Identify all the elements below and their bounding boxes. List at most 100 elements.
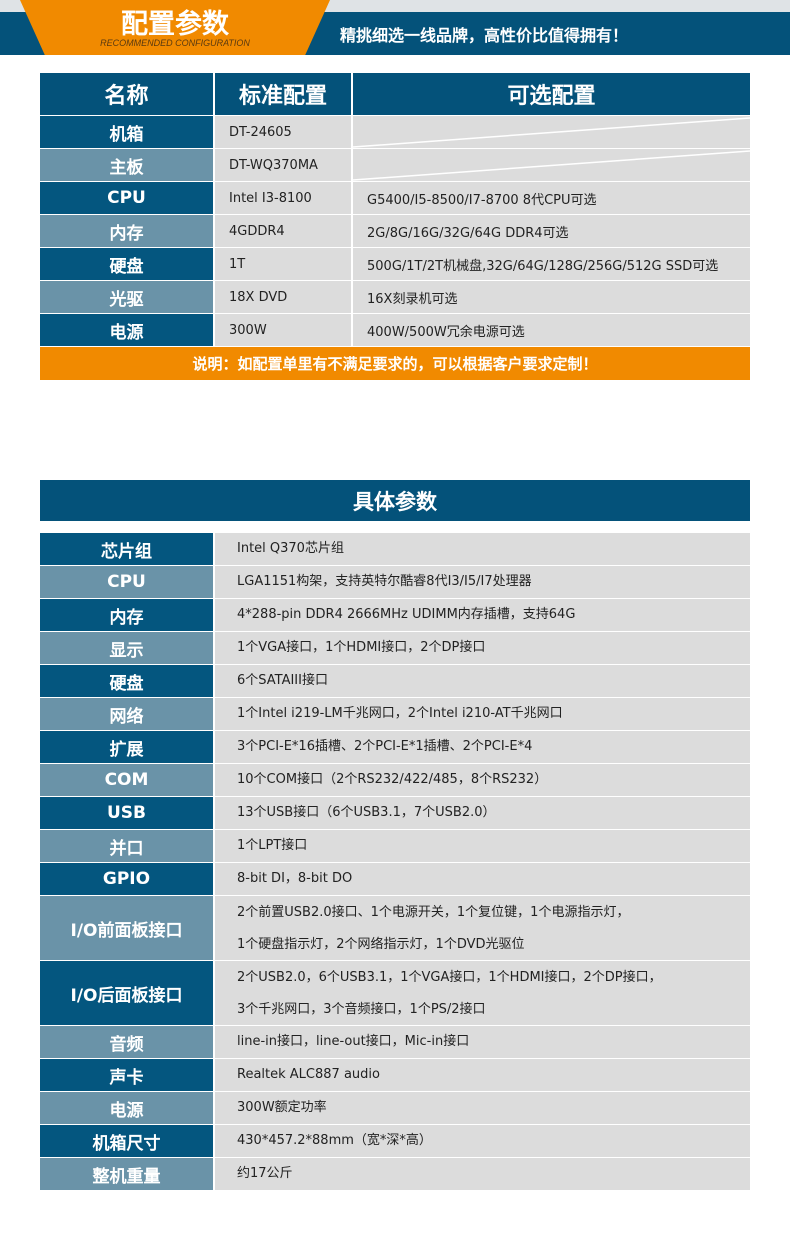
- spec-row-value: 4*288-pin DDR4 2666MHz UDIMM内存插槽，支持64G: [215, 599, 750, 631]
- spec-row-value: 430*457.2*88mm（宽*深*高）: [215, 1125, 750, 1157]
- header-standard: 标准配置: [215, 73, 353, 115]
- config-row-standard: 1T: [215, 248, 353, 280]
- config-row-optional: 400W/500W冗余电源可选: [353, 314, 750, 346]
- spec-row-value: 8-bit DI，8-bit DO: [215, 863, 750, 895]
- spec-line: 4*288-pin DDR4 2666MHz UDIMM内存插槽，支持64G: [237, 607, 576, 622]
- spec-row: 电源 300W额定功率: [40, 1092, 750, 1125]
- spec-line: line-in接口，line-out接口，Mic-in接口: [237, 1034, 470, 1049]
- spec-row-name: CPU: [40, 566, 215, 598]
- spec-row-name: 电源: [40, 1092, 215, 1124]
- config-row-name: 机箱: [40, 116, 215, 148]
- spec-row-value: 6个SATAIII接口: [215, 665, 750, 697]
- spec-row-value: 1个Intel i219-LM千兆网口，2个Intel i210-AT千兆网口: [215, 698, 750, 730]
- spec-row: GPIO 8-bit DI，8-bit DO: [40, 863, 750, 896]
- banner-tab: 配置参数 RECOMMENDED CONFIGURATION: [20, 0, 330, 55]
- config-row: 电源 300W 400W/500W冗余电源可选: [40, 314, 750, 347]
- spec-row-value: 1个VGA接口，1个HDMI接口，2个DP接口: [215, 632, 750, 664]
- spec-line: 1个硬盘指示灯，2个网络指示灯，1个DVD光驱位: [237, 937, 525, 952]
- spec-row-name: GPIO: [40, 863, 215, 895]
- spec-row-name: 整机重量: [40, 1158, 215, 1190]
- config-row-standard: 300W: [215, 314, 353, 346]
- spec-row: 机箱尺寸 430*457.2*88mm（宽*深*高）: [40, 1125, 750, 1158]
- spec-line: 8-bit DI，8-bit DO: [237, 871, 353, 886]
- spec-row: I/O前面板接口 2个前置USB2.0接口、1个电源开关，1个复位键，1个电源指…: [40, 896, 750, 961]
- spec-row-name: 芯片组: [40, 533, 215, 565]
- config-row-standard: DT-WQ370MA: [215, 149, 353, 181]
- spec-row-value: 2个USB2.0，6个USB3.1，1个VGA接口，1个HDMI接口，2个DP接…: [215, 961, 750, 1025]
- spec-row: COM 10个COM接口（2个RS232/422/485，8个RS232）: [40, 764, 750, 797]
- spec-line: Realtek ALC887 audio: [237, 1067, 380, 1082]
- spec-line: 3个PCI-E*16插槽、2个PCI-E*1插槽、2个PCI-E*4: [237, 739, 533, 754]
- spec-row: CPU LGA1151构架，支持英特尔酷睿8代I3/I5/I7处理器: [40, 566, 750, 599]
- spec-line: 13个USB接口（6个USB3.1，7个USB2.0）: [237, 805, 496, 820]
- spec-line: 300W额定功率: [237, 1100, 327, 1115]
- config-row-optional: 500G/1T/2T机械盘,32G/64G/128G/256G/512G SSD…: [353, 248, 750, 280]
- spec-line: 1个Intel i219-LM千兆网口，2个Intel i210-AT千兆网口: [237, 706, 563, 721]
- spec-row: 声卡 Realtek ALC887 audio: [40, 1059, 750, 1092]
- spec-row-value: 2个前置USB2.0接口、1个电源开关，1个复位键，1个电源指示灯， 1个硬盘指示…: [215, 896, 750, 960]
- config-table: 名称 标准配置 可选配置 机箱 DT-24605 主板 DT-WQ370MA C…: [40, 73, 750, 380]
- spec-line: 约17公斤: [237, 1166, 293, 1181]
- config-row-name: 硬盘: [40, 248, 215, 280]
- config-row: 机箱 DT-24605: [40, 116, 750, 149]
- spec-row: 网络 1个Intel i219-LM千兆网口，2个Intel i210-AT千兆…: [40, 698, 750, 731]
- config-row: 内存 4GDDR4 2G/8G/16G/32G/64G DDR4可选: [40, 215, 750, 248]
- config-note: 说明：如配置单里有不满足要求的，可以根据客户要求定制！: [40, 347, 750, 380]
- spec-line: 10个COM接口（2个RS232/422/485，8个RS232）: [237, 772, 548, 787]
- spec-row: 芯片组 Intel Q370芯片组: [40, 533, 750, 566]
- spec-row-name: 声卡: [40, 1059, 215, 1091]
- spec-line: Intel Q370芯片组: [237, 541, 344, 556]
- spec-line: 430*457.2*88mm（宽*深*高）: [237, 1133, 432, 1148]
- config-row-name: 光驱: [40, 281, 215, 313]
- config-row-optional: [353, 116, 750, 148]
- spec-row-name: 音频: [40, 1026, 215, 1058]
- spec-row-value: Realtek ALC887 audio: [215, 1059, 750, 1091]
- spec-row: USB 13个USB接口（6个USB3.1，7个USB2.0）: [40, 797, 750, 830]
- spec-row-name: 网络: [40, 698, 215, 730]
- spec-row-name: 并口: [40, 830, 215, 862]
- spec-row-name: USB: [40, 797, 215, 829]
- spec-row-name: 硬盘: [40, 665, 215, 697]
- spec-row: 并口 1个LPT接口: [40, 830, 750, 863]
- banner-title: 配置参数: [121, 9, 229, 40]
- config-row-standard: DT-24605: [215, 116, 353, 148]
- specs-title: 具体参数: [40, 480, 750, 521]
- spec-row: 显示 1个VGA接口，1个HDMI接口，2个DP接口: [40, 632, 750, 665]
- spec-line: 1个LPT接口: [237, 838, 308, 853]
- config-row-optional: 2G/8G/16G/32G/64G DDR4可选: [353, 215, 750, 247]
- spec-row-name: 机箱尺寸: [40, 1125, 215, 1157]
- config-row: 光驱 18X DVD 16X刻录机可选: [40, 281, 750, 314]
- config-row-name: 内存: [40, 215, 215, 247]
- spec-line: 2个USB2.0，6个USB3.1，1个VGA接口，1个HDMI接口，2个DP接…: [237, 970, 662, 985]
- spec-row-name: 内存: [40, 599, 215, 631]
- banner-slogan: 精挑细选一线品牌，高性价比值得拥有！: [340, 26, 629, 45]
- banner-subtitle: RECOMMENDED CONFIGURATION: [100, 38, 250, 48]
- spec-row-value: 约17公斤: [215, 1158, 750, 1190]
- config-row: 主板 DT-WQ370MA: [40, 149, 750, 182]
- spec-row-value: 3个PCI-E*16插槽、2个PCI-E*1插槽、2个PCI-E*4: [215, 731, 750, 763]
- config-row-optional: 16X刻录机可选: [353, 281, 750, 313]
- spec-row-value: 1个LPT接口: [215, 830, 750, 862]
- spec-line: 1个VGA接口，1个HDMI接口，2个DP接口: [237, 640, 486, 655]
- config-row-optional: [353, 149, 750, 181]
- spec-row: 扩展 3个PCI-E*16插槽、2个PCI-E*1插槽、2个PCI-E*4: [40, 731, 750, 764]
- config-header: 名称 标准配置 可选配置: [40, 73, 750, 116]
- spec-row: 硬盘 6个SATAIII接口: [40, 665, 750, 698]
- header-name: 名称: [40, 73, 215, 115]
- config-row-optional: G5400/I5-8500/I7-8700 8代CPU可选: [353, 182, 750, 214]
- header-optional: 可选配置: [507, 84, 596, 109]
- config-row-standard: Intel I3-8100: [215, 182, 353, 214]
- config-row-name: 电源: [40, 314, 215, 346]
- config-row: CPU Intel I3-8100 G5400/I5-8500/I7-8700 …: [40, 182, 750, 215]
- spec-row: I/O后面板接口 2个USB2.0，6个USB3.1，1个VGA接口，1个HDM…: [40, 961, 750, 1026]
- spec-row: 整机重量 约17公斤: [40, 1158, 750, 1191]
- config-row: 硬盘 1T 500G/1T/2T机械盘,32G/64G/128G/256G/51…: [40, 248, 750, 281]
- spec-row-value: line-in接口，line-out接口，Mic-in接口: [215, 1026, 750, 1058]
- spec-row-value: 10个COM接口（2个RS232/422/485，8个RS232）: [215, 764, 750, 796]
- spec-row-value: 13个USB接口（6个USB3.1，7个USB2.0）: [215, 797, 750, 829]
- diagonal-line: [353, 117, 750, 148]
- spec-row: 音频 line-in接口，line-out接口，Mic-in接口: [40, 1026, 750, 1059]
- spec-line: LGA1151构架，支持英特尔酷睿8代I3/I5/I7处理器: [237, 574, 532, 589]
- config-row-name: 主板: [40, 149, 215, 181]
- spec-row-name: 显示: [40, 632, 215, 664]
